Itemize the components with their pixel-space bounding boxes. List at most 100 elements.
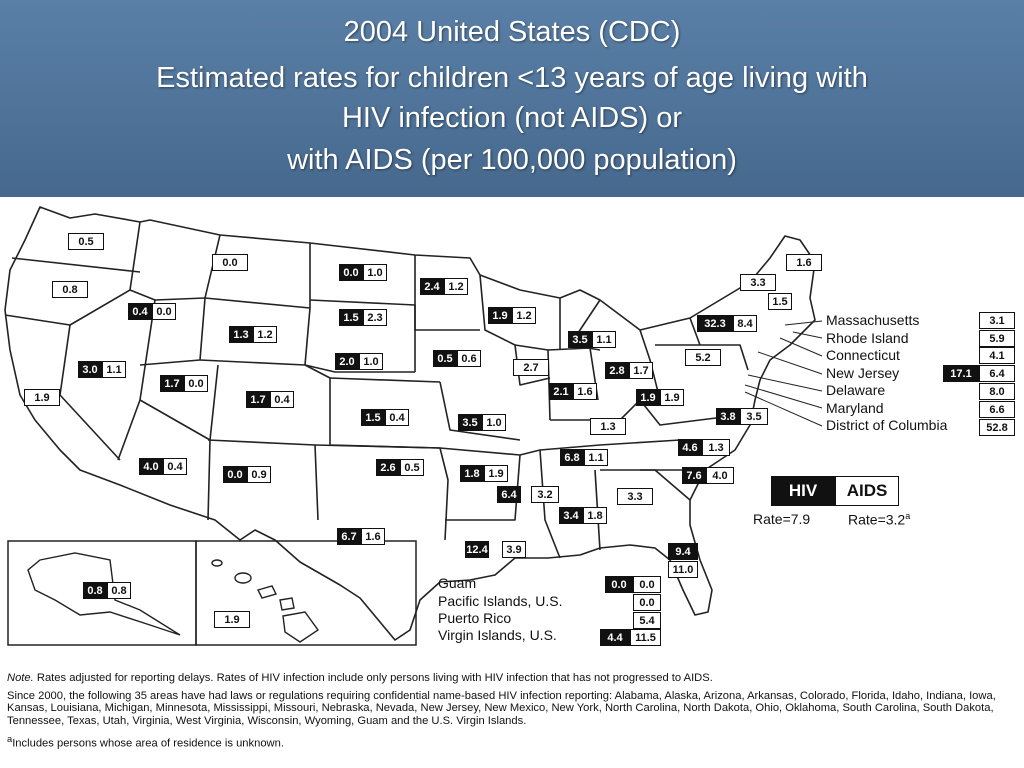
legend-aids-rate-footnote-mark: a — [905, 511, 911, 521]
ne-label-connecticut: Connecticut — [826, 347, 900, 363]
ut-aids: 0.0 — [184, 375, 208, 392]
guam-aids: 0.0 — [633, 576, 661, 593]
ri-aids: 5.9 — [979, 330, 1015, 347]
ne-label-dc: District of Columbia — [826, 417, 948, 433]
wv-hiv: 1.9 — [636, 389, 660, 406]
sd-aids: 2.3 — [363, 309, 387, 326]
fl-aids: 11.0 — [668, 561, 698, 578]
me-aids: 1.6 — [786, 254, 822, 271]
ia-hiv: 0.5 — [433, 350, 457, 367]
ma-aids: 3.1 — [979, 312, 1015, 329]
wi-hiv: 1.9 — [488, 307, 512, 324]
virgin-islands-hiv: 4.4 — [600, 629, 630, 646]
ks-aids: 0.4 — [385, 409, 409, 426]
id-aids: 0.0 — [152, 303, 176, 320]
la-hiv: 12.4 — [465, 541, 489, 558]
us-map: 0.5 0.8 1.9 3.0 1.1 0.4 0.0 0.0 1.3 1.2 … — [0, 197, 1024, 652]
co-hiv: 1.7 — [246, 391, 270, 408]
ca-aids: 1.9 — [24, 389, 60, 406]
wa-aids: 0.5 — [68, 233, 104, 250]
al-hiv: 3.4 — [559, 507, 583, 524]
ne-hiv: 2.0 — [335, 353, 359, 370]
dc-aids: 52.8 — [979, 419, 1015, 436]
la-aids: 3.9 — [502, 541, 526, 558]
ny-hiv: 32.3 — [697, 315, 733, 332]
title-line-3: HIV infection (not AIDS) or — [341, 102, 683, 134]
de-aids: 8.0 — [979, 383, 1015, 400]
nd-aids: 1.0 — [363, 264, 387, 281]
ak-aids: 0.8 — [107, 582, 131, 599]
footnote-text: Includes persons whose area of residence… — [12, 738, 284, 751]
il-aids: 2.7 — [513, 359, 549, 376]
ne-label-rhode-island: Rhode Island — [826, 330, 909, 346]
pa-aids: 5.2 — [685, 349, 721, 366]
ny-aids: 8.4 — [733, 315, 757, 332]
tx-aids: 1.6 — [361, 528, 385, 545]
alaska-shape — [27, 552, 181, 636]
or-aids: 0.8 — [52, 281, 88, 298]
note-text: Rates adjusted for reporting delays. Rat… — [33, 672, 713, 684]
ks-hiv: 1.5 — [361, 409, 385, 426]
mn-aids: 1.2 — [444, 278, 468, 295]
oh-aids: 1.7 — [629, 362, 653, 379]
ne-label-maryland: Maryland — [826, 400, 884, 416]
mo-aids: 1.0 — [482, 414, 506, 431]
note-label: Note. — [7, 672, 34, 684]
ar-hiv: 1.8 — [460, 465, 484, 482]
wy-aids: 1.2 — [253, 326, 277, 343]
title-line-4: with AIDS (per 100,000 population) — [287, 144, 737, 176]
vt-aids: 3.3 — [740, 274, 776, 291]
ga-aids: 3.3 — [617, 488, 653, 505]
northeast-leader-lines — [744, 320, 823, 427]
nj-hiv: 17.1 — [943, 365, 979, 382]
continental-outline — [4, 206, 816, 641]
note-reporting-laws: Since 2000, the following 35 areas have … — [7, 689, 996, 727]
nv-aids: 1.1 — [102, 361, 126, 378]
al-aids: 1.8 — [583, 507, 607, 524]
ut-hiv: 1.7 — [160, 375, 184, 392]
nm-aids: 0.9 — [247, 466, 271, 483]
va-aids: 3.5 — [740, 408, 768, 425]
terr-label-pacific-islands: Pacific Islands, U.S. — [438, 593, 563, 609]
terr-label-puerto-rico: Puerto Rico — [438, 610, 512, 626]
note-rates: Note. Rates adjusted for reporting delay… — [7, 672, 1015, 685]
md-aids: 6.6 — [979, 401, 1015, 418]
hi-aids: 1.9 — [214, 611, 250, 628]
tx-hiv: 6.7 — [337, 528, 361, 545]
note-footnote: aIncludes persons whose area of residenc… — [7, 733, 1015, 750]
ms-aids: 3.2 — [531, 486, 559, 503]
us-map-outline — [4, 206, 823, 646]
tn-hiv: 6.8 — [560, 449, 584, 466]
sc-hiv: 7.6 — [682, 467, 706, 484]
ne-label-new-jersey: New Jersey — [826, 365, 900, 381]
ct-aids: 4.1 — [979, 347, 1015, 364]
in-hiv: 2.1 — [549, 383, 573, 400]
legend-aids-rate-wrap: Rate=3.2a — [848, 511, 910, 528]
ms-hiv: 6.4 — [497, 486, 521, 503]
tn-aids: 1.1 — [584, 449, 608, 466]
nd-hiv: 0.0 — [339, 264, 363, 281]
oh-hiv: 2.8 — [605, 362, 629, 379]
wy-hiv: 1.3 — [229, 326, 253, 343]
mo-hiv: 3.5 — [458, 414, 482, 431]
sd-hiv: 1.5 — [339, 309, 363, 326]
hawaii-islands — [211, 559, 319, 643]
ak-hiv: 0.8 — [83, 582, 107, 599]
wi-aids: 1.2 — [512, 307, 536, 324]
in-aids: 1.6 — [573, 383, 597, 400]
terr-label-guam: Guam — [438, 575, 477, 591]
footnote-mark: a — [7, 734, 13, 745]
ia-aids: 0.6 — [457, 350, 481, 367]
title-banner: 2004 United States (CDC) Estimated rates… — [0, 0, 1024, 197]
ne-label-massachusetts: Massachusetts — [826, 312, 920, 328]
id-hiv: 0.4 — [128, 303, 152, 320]
az-aids: 0.4 — [163, 458, 187, 475]
nc-aids: 1.3 — [702, 439, 730, 456]
nm-hiv: 0.0 — [223, 466, 247, 483]
hawaii-inset-frame — [195, 540, 417, 646]
ok-hiv: 2.6 — [376, 459, 400, 476]
mi-hiv: 3.5 — [568, 331, 592, 348]
az-hiv: 4.0 — [139, 458, 163, 475]
terr-label-virgin-islands: Virgin Islands, U.S. — [438, 627, 557, 643]
legend-aids-key: AIDS — [835, 476, 899, 506]
